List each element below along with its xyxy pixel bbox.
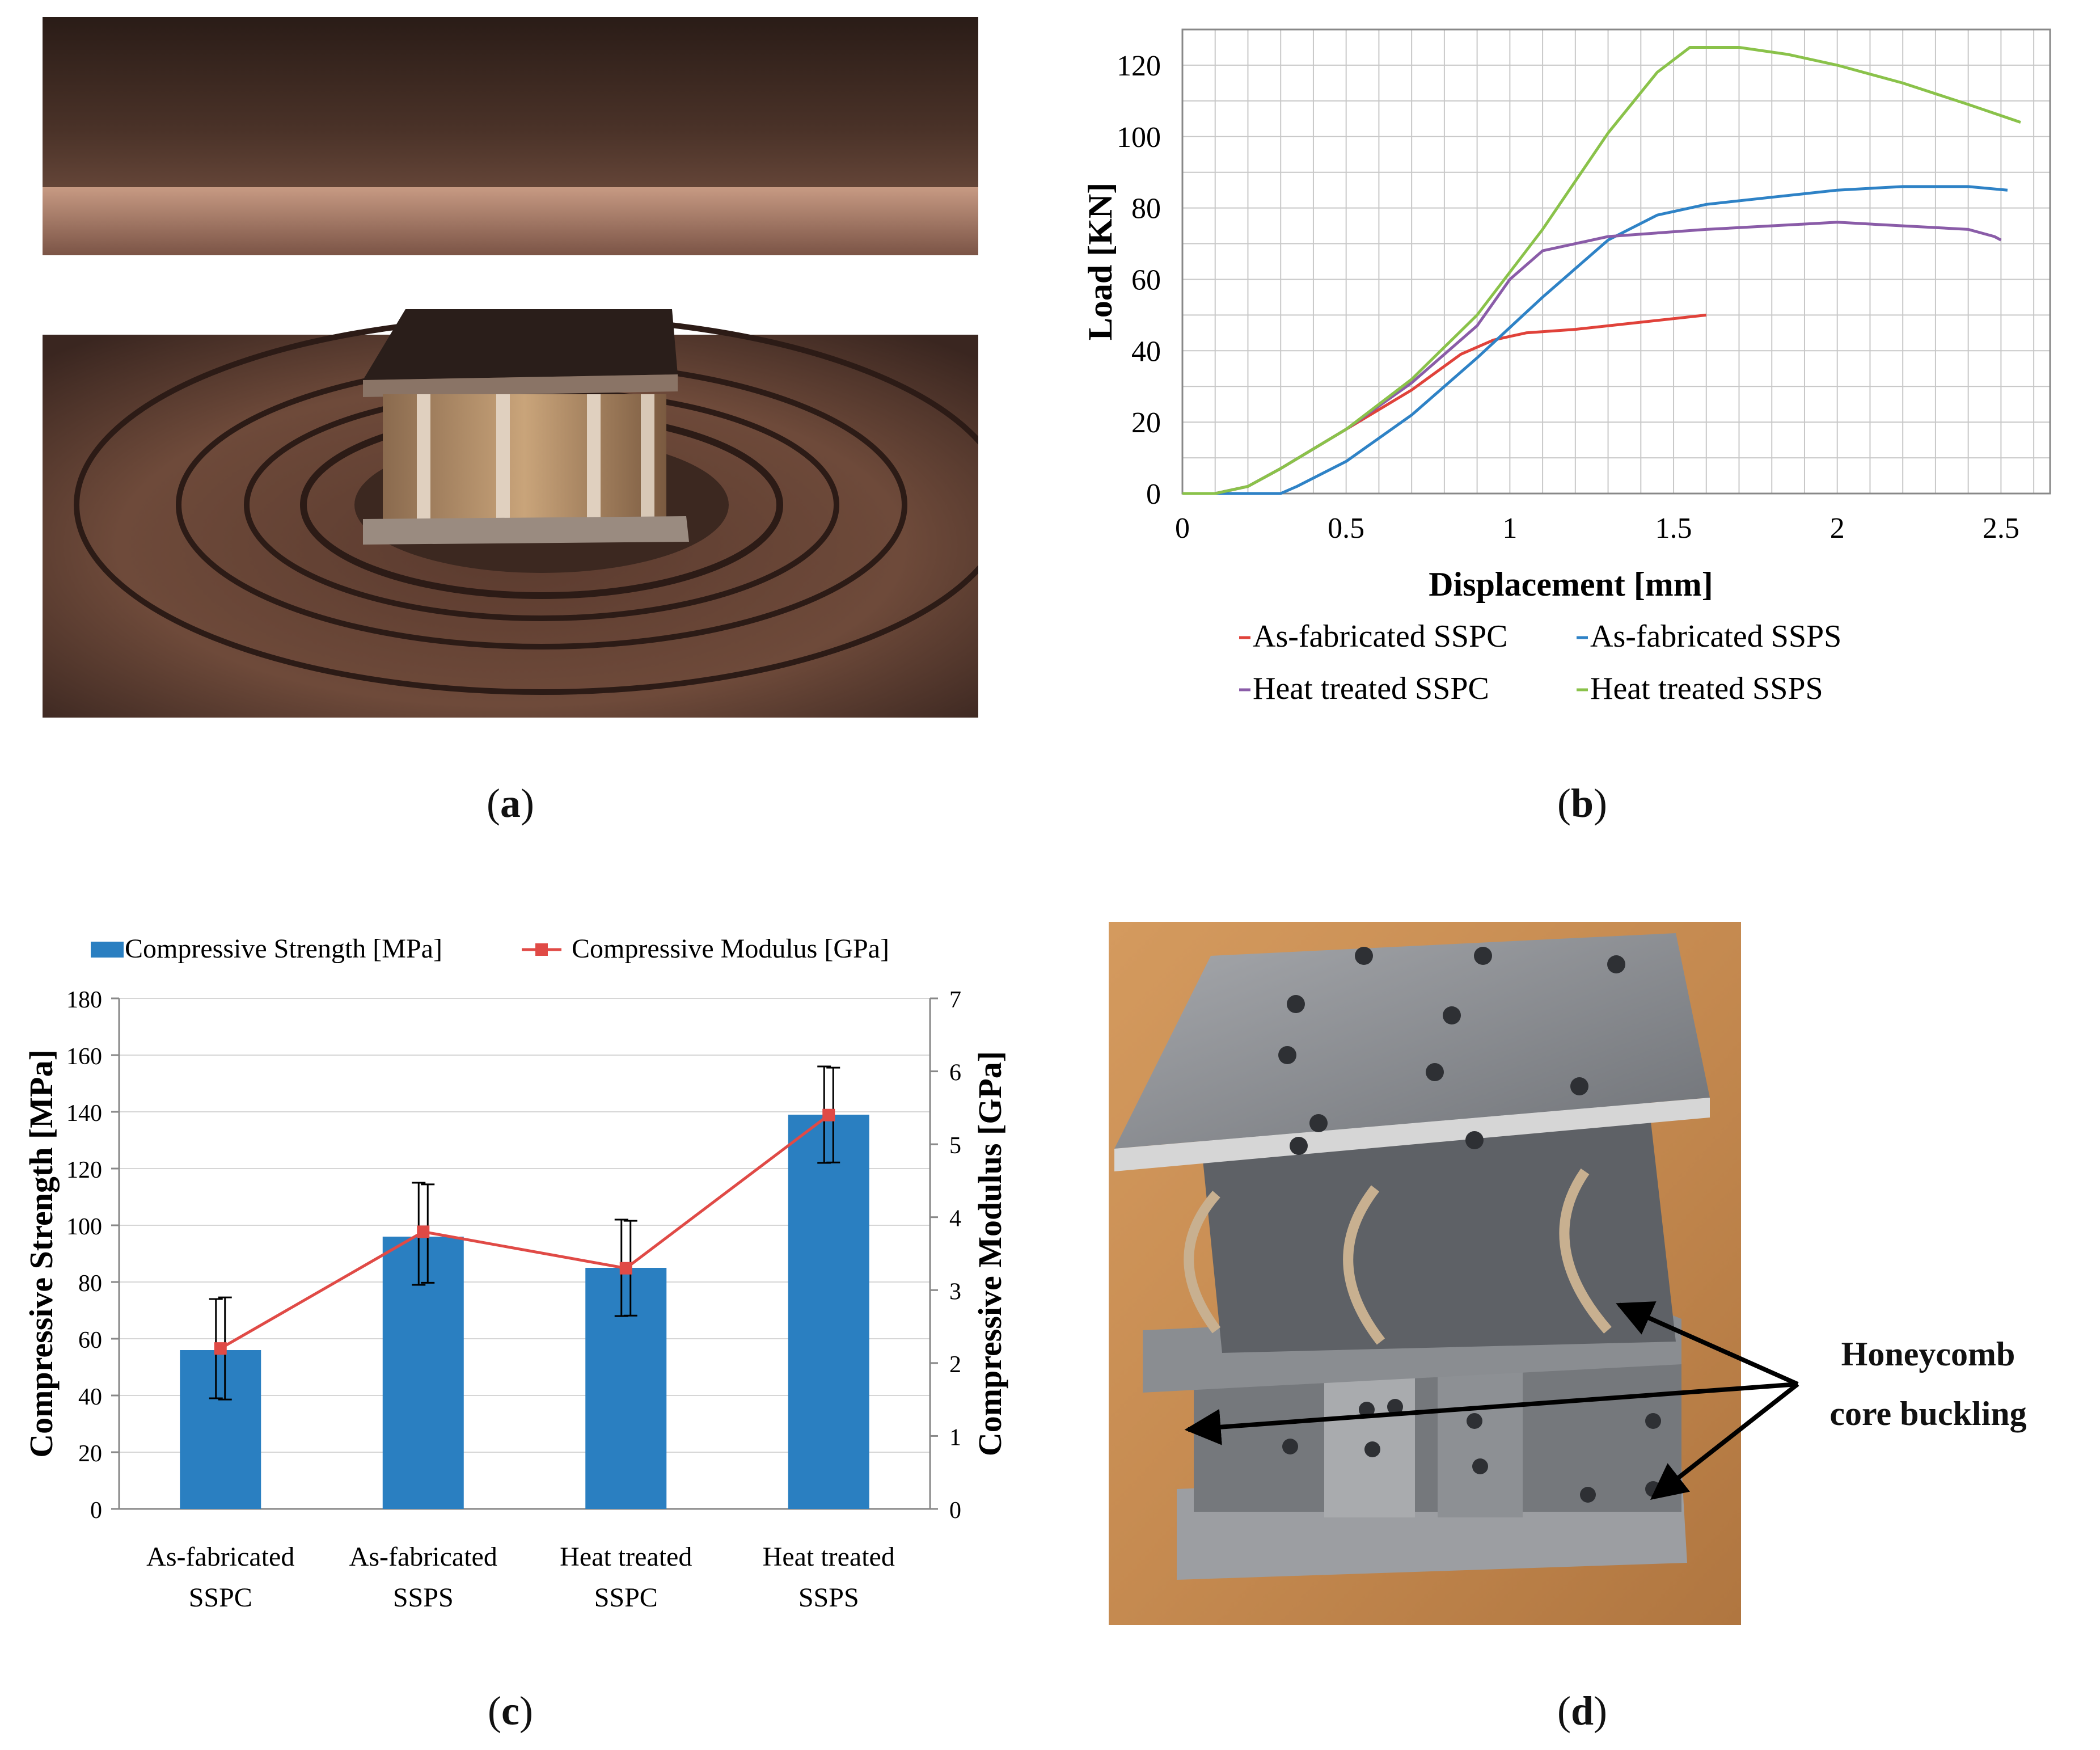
series-line-2 bbox=[1182, 185, 2008, 495]
x-tick-label: 1.5 bbox=[1655, 512, 1692, 545]
category-label-4-line-1: Heat treated bbox=[763, 1542, 895, 1572]
y2-tick-label: 4 bbox=[949, 1206, 961, 1232]
y-tick-label: 80 bbox=[78, 1271, 102, 1297]
legend-label-strength: Compressive Strength [MPa] bbox=[125, 934, 442, 964]
category-label-2-line-2: SSPS bbox=[393, 1583, 454, 1613]
y2-axis-label: Compressive Modulus [GPa] bbox=[971, 1051, 1008, 1456]
y-tick-label: 140 bbox=[66, 1100, 102, 1127]
y2-tick-label: 2 bbox=[949, 1352, 961, 1378]
modulus-point-3 bbox=[619, 1262, 632, 1275]
caption-a: (a) bbox=[487, 781, 534, 826]
y-tick-label: 20 bbox=[1131, 407, 1161, 439]
modulus-point-4 bbox=[822, 1108, 835, 1121]
photo-compression-test bbox=[43, 17, 978, 718]
y-tick-label: 100 bbox=[66, 1214, 102, 1240]
y-tick-label: 80 bbox=[1131, 193, 1161, 225]
buckled-specimen-illustration bbox=[1109, 922, 1741, 1625]
y-tick-label: 20 bbox=[78, 1441, 102, 1467]
y2-tick-label: 7 bbox=[949, 987, 961, 1013]
caption-a-letter: a bbox=[500, 781, 521, 826]
modulus-line bbox=[219, 1114, 830, 1350]
compression-test-illustration bbox=[43, 17, 978, 718]
y-tick-label: 0 bbox=[1146, 478, 1161, 511]
y-axis-label: Compressive Strength [MPa] bbox=[23, 1049, 60, 1458]
y-tick-label: 0 bbox=[90, 1498, 102, 1524]
load-displacement-svg: 0 0.5 1 1.5 2 2.5 0 20 40 60 80 100 120 Displacement … bbox=[1081, 28, 2051, 706]
x-tick-label: 1 bbox=[1502, 512, 1517, 545]
annotation-line1: Honeycomb bbox=[1841, 1335, 2016, 1373]
category-label-3-line-2: SSPC bbox=[594, 1583, 658, 1613]
bar-1 bbox=[180, 1350, 261, 1509]
y2-tick-label: 3 bbox=[949, 1279, 961, 1305]
y-tick-label: 120 bbox=[66, 1157, 102, 1183]
legend-label-1: As-fabricated SSPC bbox=[1253, 619, 1508, 654]
caption-b-letter: b bbox=[1570, 781, 1594, 826]
category-label-3-line-1: Heat treated bbox=[560, 1542, 692, 1572]
annotation-label: Honeycomb core buckling bbox=[1781, 1325, 2076, 1444]
y-tick-label: 60 bbox=[78, 1327, 102, 1353]
x-tick-label: 0.5 bbox=[1328, 512, 1364, 545]
y-tick-label: 100 bbox=[1117, 121, 1161, 154]
category-label-1-line-1: As-fabricated bbox=[146, 1542, 294, 1572]
legend-label-modulus: Compressive Modulus [GPa] bbox=[572, 934, 889, 964]
y2-tick-label: 5 bbox=[949, 1133, 961, 1159]
modulus-point-1 bbox=[214, 1342, 227, 1355]
series-line-4 bbox=[1182, 46, 2021, 495]
caption-c: (c) bbox=[488, 1688, 533, 1734]
x-axis-label: Displacement [mm] bbox=[1429, 566, 1713, 603]
y2-tick-label: 6 bbox=[949, 1060, 961, 1086]
y2-tick-label: 1 bbox=[949, 1424, 961, 1450]
bar-4 bbox=[788, 1115, 869, 1509]
x-tick-label: 2.5 bbox=[1983, 512, 2019, 545]
y-tick-label: 60 bbox=[1131, 264, 1161, 296]
legend-label-3: Heat treated SSPC bbox=[1253, 671, 1489, 706]
strength-modulus-chart: 0 20 40 60 80 100 120 140 160 180 0 1 2 3 4 5 6 7 As-fabri… bbox=[11, 913, 1032, 1628]
y-tick-label: 180 bbox=[66, 987, 102, 1013]
plot-frame bbox=[1181, 28, 2051, 495]
modulus-point-2 bbox=[417, 1225, 430, 1238]
bar-2 bbox=[382, 1237, 464, 1509]
category-label-1-line-2: SSPC bbox=[189, 1583, 252, 1613]
annotation-line2: core buckling bbox=[1829, 1395, 2027, 1432]
y2-tick-label: 0 bbox=[949, 1498, 961, 1524]
load-displacement-chart: 0 0.5 1 1.5 2 2.5 0 20 40 60 80 100 120 Displacement … bbox=[1066, 11, 2087, 715]
legend-label-4: Heat treated SSPS bbox=[1590, 671, 1823, 706]
photo-buckled-specimen bbox=[1109, 922, 1741, 1625]
y-axis-label: Load [KN] bbox=[1081, 183, 1119, 340]
y-tick-label: 40 bbox=[78, 1384, 102, 1410]
caption-b: (b) bbox=[1557, 781, 1607, 826]
legend-label-2: As-fabricated SSPS bbox=[1590, 619, 1841, 654]
caption-c-letter: c bbox=[501, 1688, 519, 1734]
y-tick-label: 160 bbox=[66, 1044, 102, 1070]
category-label-2-line-1: As-fabricated bbox=[349, 1542, 497, 1572]
caption-d: (d) bbox=[1557, 1688, 1607, 1734]
plot-grid bbox=[1182, 29, 2050, 494]
caption-d-letter: d bbox=[1570, 1688, 1594, 1734]
legend-swatch-modulus-marker bbox=[535, 943, 548, 956]
y-tick-label: 120 bbox=[1117, 50, 1161, 82]
category-label-4-line-2: SSPS bbox=[798, 1583, 859, 1613]
legend-swatch-strength bbox=[91, 942, 124, 958]
y-tick-label: 40 bbox=[1131, 335, 1161, 368]
bar-3 bbox=[585, 1268, 667, 1509]
x-tick-label: 0 bbox=[1175, 512, 1190, 545]
x-tick-label: 2 bbox=[1830, 512, 1845, 545]
strength-modulus-svg: 0 20 40 60 80 100 120 140 160 180 0 1 2 3 4 5 6 7 As-fabri… bbox=[23, 934, 1008, 1613]
